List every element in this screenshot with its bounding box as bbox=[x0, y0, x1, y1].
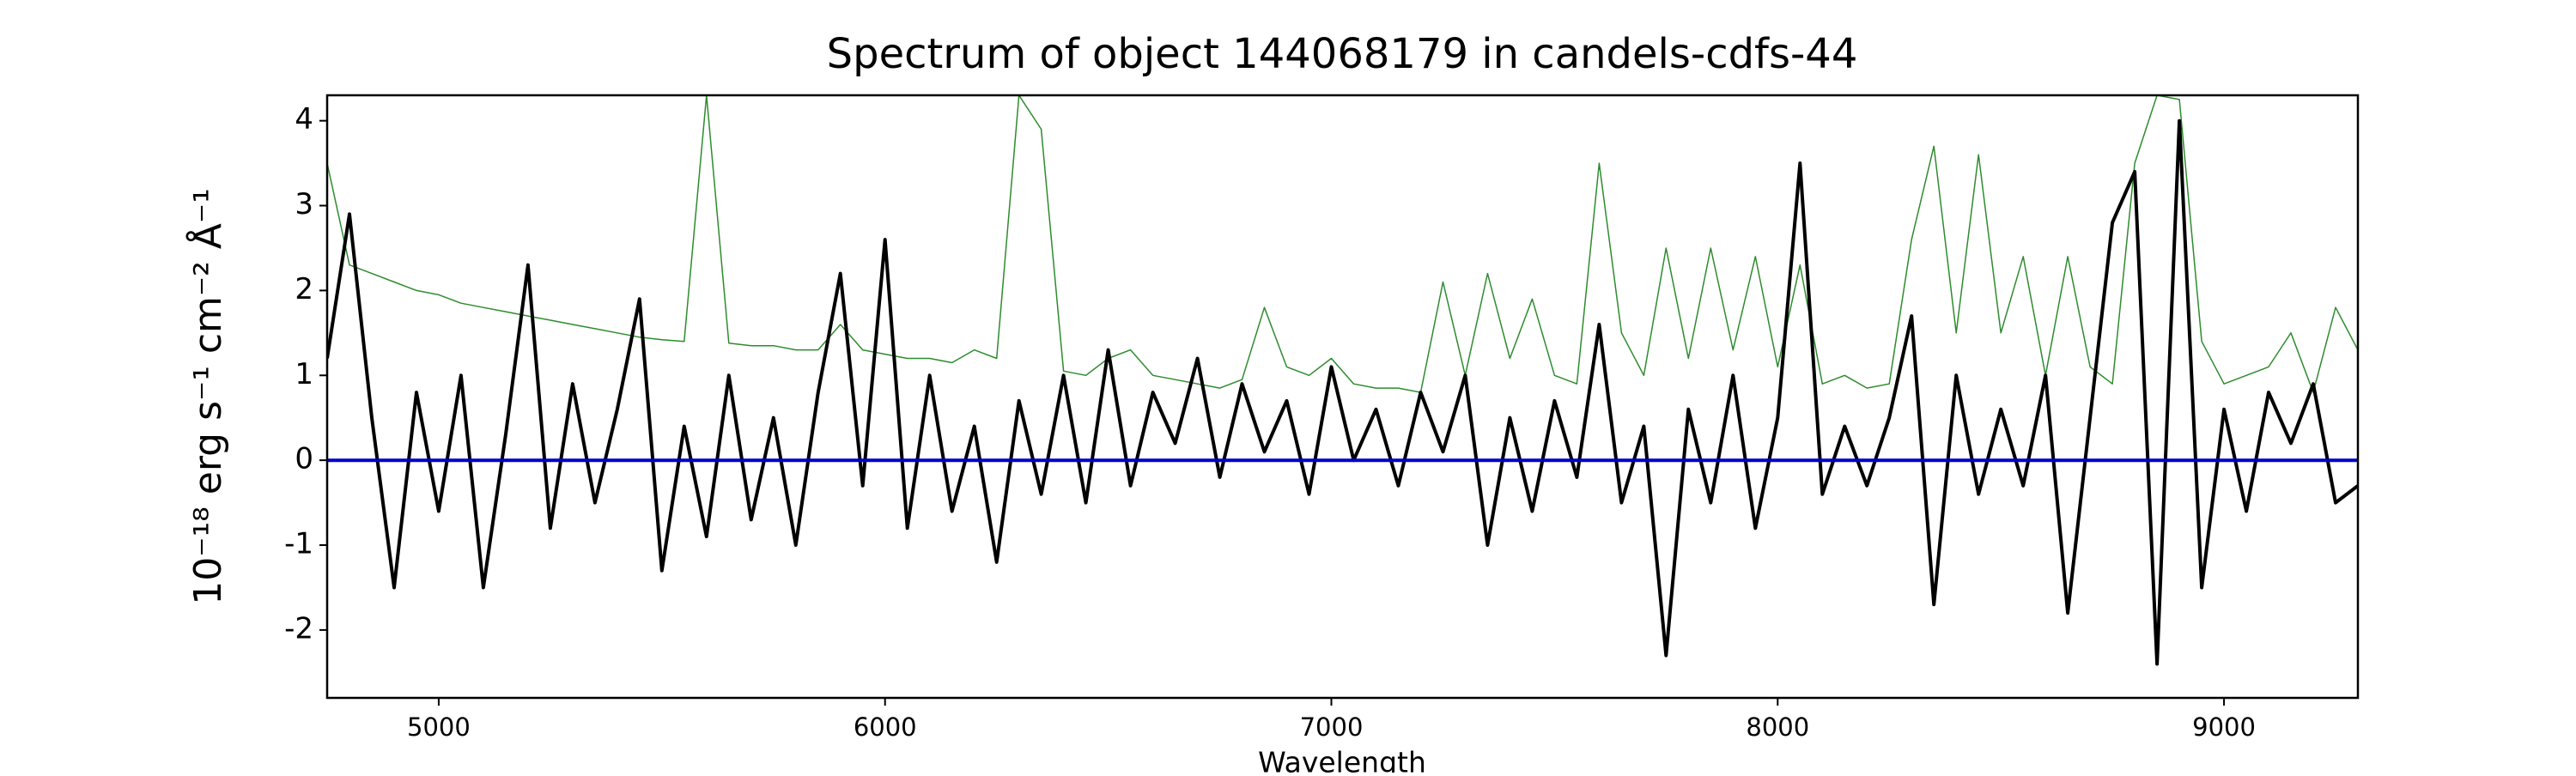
x-tick-label: 7000 bbox=[1300, 712, 1364, 742]
x-tick-label: 6000 bbox=[854, 712, 917, 742]
plot-frame bbox=[325, 94, 2360, 700]
y-axis-label: 10⁻¹⁸ erg s⁻¹ cm⁻² Å⁻¹ bbox=[185, 188, 230, 604]
y-tick-label: 3 bbox=[295, 187, 313, 221]
y-tick-label: 2 bbox=[295, 272, 313, 306]
y-tick-label: 0 bbox=[295, 442, 313, 476]
y-tick-label: -2 bbox=[284, 611, 313, 646]
x-tick-label: 9000 bbox=[2192, 712, 2256, 742]
spectrum-line bbox=[327, 95, 2358, 393]
spectrum-line bbox=[327, 118, 2358, 666]
y-tick-label: 1 bbox=[295, 357, 313, 391]
chart-title: Spectrum of object 144068179 in candels-… bbox=[827, 30, 1858, 78]
x-tick-label: 8000 bbox=[1746, 712, 1809, 742]
y-tick-label: 4 bbox=[295, 102, 313, 136]
plot-area bbox=[327, 95, 2358, 666]
x-tick-label: 5000 bbox=[407, 712, 471, 742]
y-tick-label: -1 bbox=[284, 527, 313, 561]
x-axis-label: Wavelength bbox=[1258, 746, 1426, 773]
